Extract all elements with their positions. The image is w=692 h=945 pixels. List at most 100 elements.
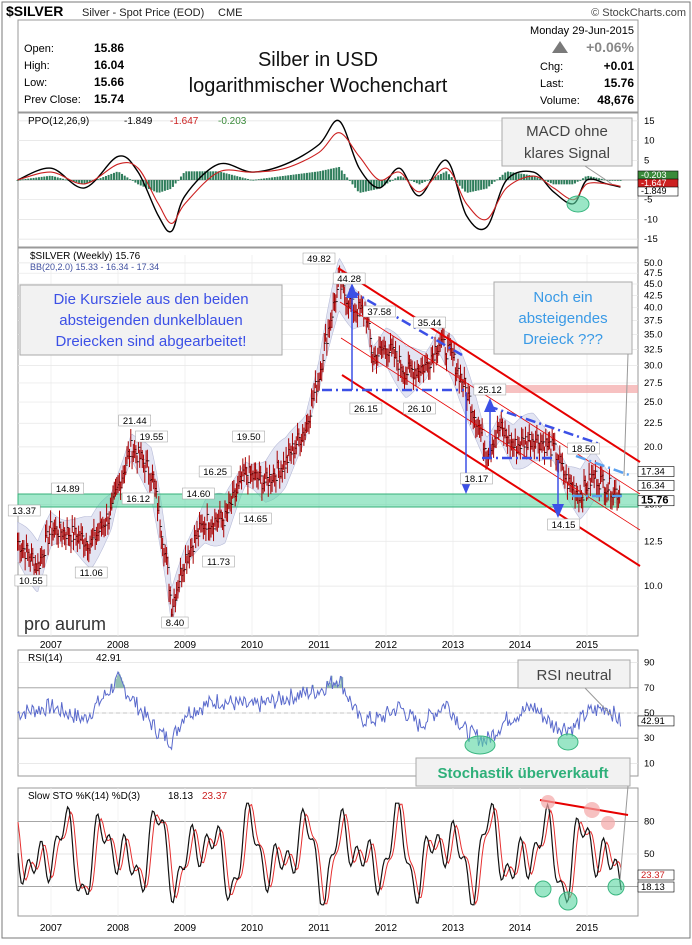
ppo-histogram-bar bbox=[549, 180, 552, 184]
ppo-right-labels: -0.203-1.647-1.849 bbox=[637, 170, 679, 197]
ppo-histogram-bar bbox=[402, 177, 405, 180]
rsi-legend-name: RSI(14) bbox=[28, 653, 62, 664]
ppo-histogram-bar bbox=[351, 180, 354, 185]
sto-x-tick: 2009 bbox=[174, 923, 197, 934]
ppo-histogram-bar bbox=[96, 179, 99, 180]
ppo-histogram-bar bbox=[380, 180, 383, 187]
ppo-histogram-bar bbox=[40, 176, 43, 180]
sto-y-tick: 80 bbox=[644, 817, 655, 828]
low-value: 15.66 bbox=[94, 75, 124, 89]
price-y-tick: 20.0 bbox=[644, 442, 663, 453]
price-point-label: 44.28 bbox=[337, 274, 361, 285]
price-annotation-line2: absteigenden dunkelblauen bbox=[59, 312, 243, 329]
ppo-histogram-bar bbox=[555, 180, 558, 185]
ppo-histogram-bar bbox=[528, 175, 531, 180]
ppo-histogram-bar bbox=[158, 180, 161, 193]
ppo-annotation-line1: MACD ohne bbox=[526, 123, 608, 140]
ppo-histogram-bar bbox=[319, 171, 322, 180]
ppo-histogram-bar bbox=[611, 180, 614, 181]
ppo-histogram-bar bbox=[359, 180, 362, 193]
price-point-label-box bbox=[332, 272, 366, 285]
ppo-histogram-bar bbox=[150, 180, 153, 191]
ppo-histogram-bar bbox=[343, 173, 346, 180]
ppo-histogram-bar bbox=[313, 171, 316, 180]
ppo-histogram-bar bbox=[32, 177, 35, 180]
price-point-label-box bbox=[51, 482, 84, 495]
price-bars bbox=[17, 265, 622, 627]
ppo-histogram-bar bbox=[496, 179, 499, 181]
price-point-label: 14.89 bbox=[56, 484, 80, 495]
ppo-histogram-bar bbox=[407, 179, 410, 181]
ppo-histogram-bar bbox=[552, 180, 555, 185]
sto-annotation-box bbox=[415, 757, 631, 787]
price-point-label-box bbox=[239, 512, 272, 525]
ppo-histogram-bar bbox=[179, 176, 182, 180]
rsi-y-tick: 30 bbox=[644, 733, 655, 744]
price-annotation-line1: Die Kursziele aus den beiden bbox=[53, 291, 248, 308]
ppo-histogram-bar bbox=[115, 171, 118, 180]
price-y-tick: 47.5 bbox=[644, 268, 663, 279]
ppo-histogram-bar bbox=[86, 180, 89, 184]
ppo-histogram-bar bbox=[466, 180, 469, 193]
ppo-histogram-bar bbox=[316, 171, 319, 180]
ppo-histogram-bar bbox=[573, 180, 576, 184]
ppo-histogram-bar bbox=[367, 180, 370, 191]
ppo-histogram-bar bbox=[193, 171, 196, 180]
ppo-histogram-bar bbox=[233, 175, 236, 180]
sto-frame bbox=[17, 787, 639, 917]
ppo-histogram-bar bbox=[501, 174, 504, 180]
sto-legend-name: Slow STO %K(14) %D(3) bbox=[28, 791, 140, 802]
ppo-right-label: -1.849 bbox=[641, 186, 667, 196]
triangle1-top bbox=[349, 288, 463, 357]
price-point-label: 25.12 bbox=[478, 385, 502, 396]
ppo-histogram-bar bbox=[139, 180, 142, 186]
price-point-label-box bbox=[349, 402, 383, 415]
price-point-label-box bbox=[121, 492, 155, 505]
ppo-histogram-bar bbox=[539, 178, 542, 180]
ppo-histogram-bar bbox=[415, 180, 418, 184]
ppo-histogram-bar bbox=[112, 172, 115, 180]
ppo-histogram-bar bbox=[493, 180, 496, 182]
chg-value: +0.01 bbox=[604, 59, 635, 73]
high-label: High: bbox=[24, 60, 50, 72]
ppo-histogram-bar bbox=[295, 174, 298, 180]
price-point-label: 19.50 bbox=[237, 432, 261, 443]
ppo-legend-v2: -1.647 bbox=[170, 116, 199, 127]
price-panel: 50.047.545.042.540.0 37.5 35.0 32.5 30.0 27.5… bbox=[7, 247, 675, 651]
triangle-annotation-line2: absteigendes bbox=[518, 310, 607, 327]
ppo-histogram-bar bbox=[236, 176, 239, 180]
ppo-histogram-bar bbox=[177, 180, 180, 181]
rsi-y-tick: 50 bbox=[644, 708, 655, 719]
ppo-histogram-bar bbox=[155, 180, 158, 193]
volume-label: Volume: bbox=[540, 95, 580, 107]
ppo-histogram-bar bbox=[311, 172, 314, 180]
price-point-label: 14.65 bbox=[243, 514, 267, 525]
price-y-tick: 37.5 bbox=[644, 316, 663, 327]
ppo-histogram-bar bbox=[305, 172, 308, 180]
ppo-histogram-bar bbox=[458, 180, 461, 186]
price-y-tick: 45.0 bbox=[644, 279, 663, 290]
ppo-histogram-bar bbox=[332, 168, 335, 180]
price-point-label-box bbox=[567, 442, 600, 455]
ppo-histogram-bar bbox=[29, 178, 32, 180]
ppo-histogram-bar bbox=[608, 180, 611, 181]
price-y-tick: 27.5 bbox=[644, 378, 663, 389]
title-line1: Silber in USD bbox=[258, 49, 378, 71]
sto-right-label-box bbox=[637, 869, 675, 881]
ppo-histogram-bar bbox=[485, 180, 488, 189]
sto-x-tick: 2007 bbox=[40, 923, 63, 934]
ppo-y-tick: -5 bbox=[644, 195, 652, 206]
ppo-legend-v3: -0.203 bbox=[218, 116, 247, 127]
ppo-line bbox=[17, 119, 621, 233]
open-value: 15.86 bbox=[94, 41, 124, 55]
ppo-histogram-bar bbox=[533, 176, 536, 180]
sto-x-tick: 2013 bbox=[442, 923, 465, 934]
sto-right-label: 23.37 bbox=[641, 870, 665, 881]
price-point-label-box bbox=[7, 504, 41, 517]
ppo-right-label: -0.203 bbox=[641, 170, 667, 180]
price-y-tick: 42.5 bbox=[644, 291, 663, 302]
ppo-histogram-bar bbox=[45, 176, 48, 180]
ppo-right-label-box bbox=[637, 186, 679, 197]
price-point-label: 19.55 bbox=[140, 432, 164, 443]
